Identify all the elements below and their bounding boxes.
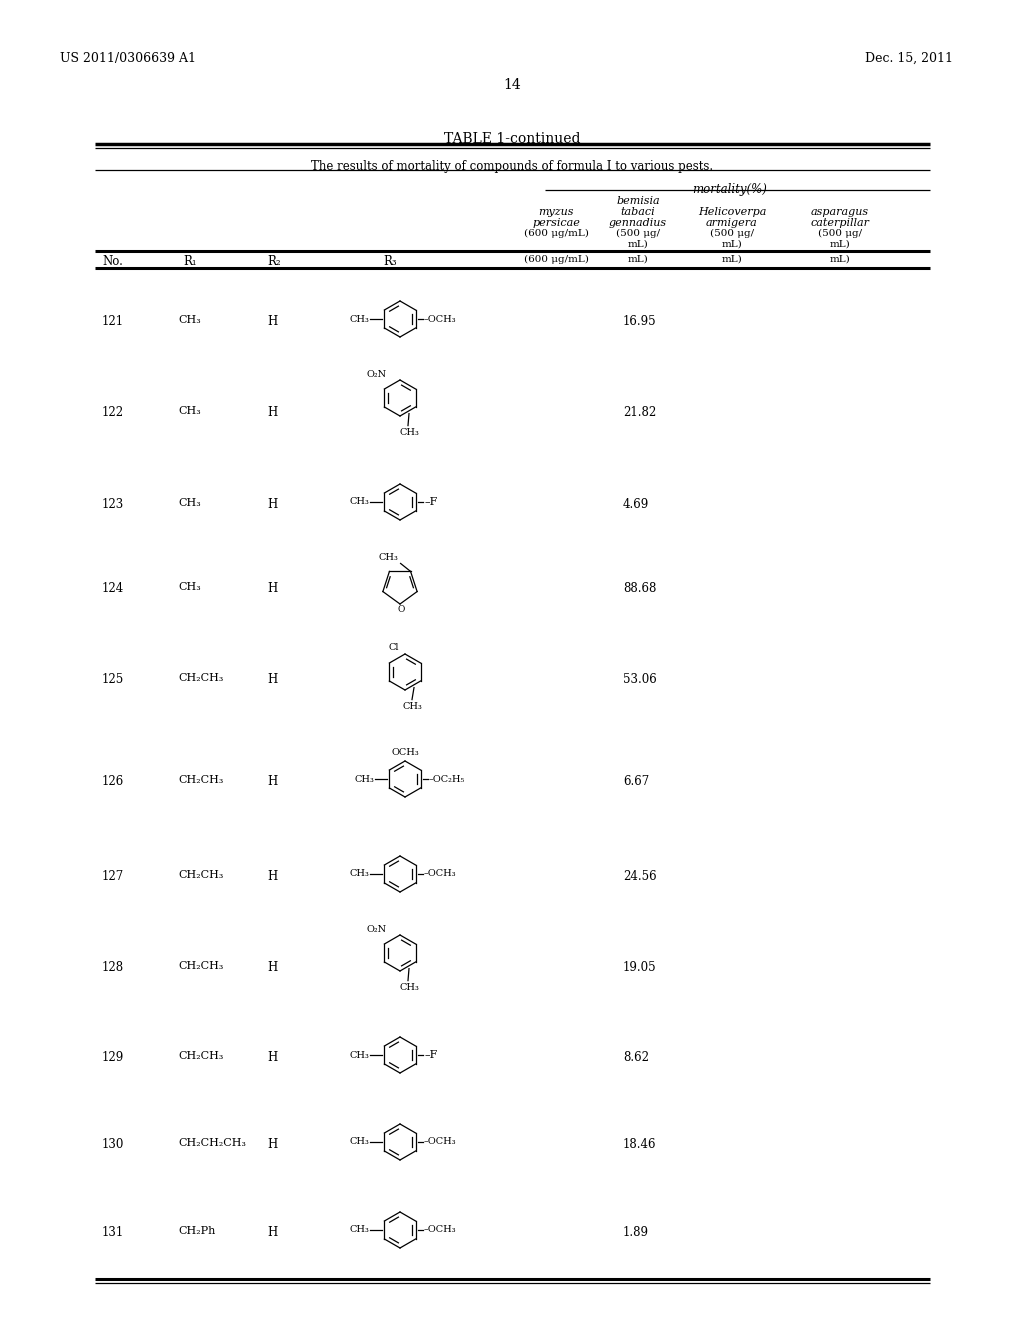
- Text: US 2011/0306639 A1: US 2011/0306639 A1: [60, 51, 196, 65]
- Text: gennadius: gennadius: [609, 218, 667, 228]
- Text: CH₃: CH₃: [178, 315, 201, 325]
- Text: (500 μg/: (500 μg/: [616, 228, 660, 238]
- Text: 131: 131: [102, 1226, 124, 1239]
- Text: O₂N: O₂N: [367, 925, 387, 935]
- Text: CH₂CH₃: CH₂CH₃: [178, 775, 223, 785]
- Text: CH₃: CH₃: [402, 702, 422, 710]
- Text: H: H: [267, 315, 278, 327]
- Text: CH₃: CH₃: [399, 982, 419, 991]
- Text: –OCH₃: –OCH₃: [424, 870, 457, 879]
- Text: –F: –F: [425, 1049, 438, 1060]
- Text: –OCH₃: –OCH₃: [424, 314, 457, 323]
- Text: CH₂CH₃: CH₂CH₃: [178, 1051, 223, 1061]
- Text: CH₃: CH₃: [349, 314, 369, 323]
- Text: H: H: [267, 1226, 278, 1239]
- Text: 126: 126: [102, 775, 124, 788]
- Text: 4.69: 4.69: [623, 498, 649, 511]
- Text: H: H: [267, 582, 278, 595]
- Text: CH₃: CH₃: [399, 428, 419, 437]
- Text: –OCH₃: –OCH₃: [424, 1138, 457, 1147]
- Text: CH₃: CH₃: [349, 498, 369, 507]
- Text: R₁: R₁: [183, 255, 197, 268]
- Text: H: H: [267, 775, 278, 788]
- Text: (600 μg/mL): (600 μg/mL): [523, 228, 589, 238]
- Text: 21.82: 21.82: [623, 407, 656, 418]
- Text: H: H: [267, 407, 278, 418]
- Text: 53.06: 53.06: [623, 673, 656, 686]
- Text: CH₃: CH₃: [349, 1051, 369, 1060]
- Text: 1.89: 1.89: [623, 1226, 649, 1239]
- Text: H: H: [267, 961, 278, 974]
- Text: CH₃: CH₃: [349, 870, 369, 879]
- Text: mL): mL): [722, 240, 742, 249]
- Text: –OC₂H₅: –OC₂H₅: [429, 775, 465, 784]
- Text: 18.46: 18.46: [623, 1138, 656, 1151]
- Text: mL): mL): [628, 240, 648, 249]
- Text: armigera: armigera: [707, 218, 758, 228]
- Text: persicae: persicae: [532, 218, 580, 228]
- Text: H: H: [267, 870, 278, 883]
- Text: (500 μg/: (500 μg/: [710, 228, 754, 238]
- Text: 6.67: 6.67: [623, 775, 649, 788]
- Text: 121: 121: [102, 315, 124, 327]
- Text: 128: 128: [102, 961, 124, 974]
- Text: asparagus: asparagus: [811, 207, 869, 216]
- Text: CH₂CH₃: CH₂CH₃: [178, 961, 223, 972]
- Text: Helicoverpa: Helicoverpa: [697, 207, 766, 216]
- Text: R₂: R₂: [267, 255, 281, 268]
- Text: The results of mortality of compounds of formula I to various pests.: The results of mortality of compounds of…: [311, 160, 713, 173]
- Text: (600 μg/mL): (600 μg/mL): [523, 255, 589, 264]
- Text: 8.62: 8.62: [623, 1051, 649, 1064]
- Text: Dec. 15, 2011: Dec. 15, 2011: [865, 51, 953, 65]
- Text: H: H: [267, 1138, 278, 1151]
- Text: Cl: Cl: [389, 643, 399, 652]
- Text: CH₃: CH₃: [354, 775, 374, 784]
- Text: H: H: [267, 1051, 278, 1064]
- Text: CH₃: CH₃: [349, 1138, 369, 1147]
- Text: 14: 14: [503, 78, 521, 92]
- Text: –F: –F: [425, 498, 438, 507]
- Text: OCH₃: OCH₃: [391, 748, 419, 756]
- Text: CH₂CH₃: CH₂CH₃: [178, 870, 223, 880]
- Text: mL): mL): [722, 255, 742, 264]
- Text: –OCH₃: –OCH₃: [424, 1225, 457, 1234]
- Text: CH₃: CH₃: [178, 582, 201, 591]
- Text: CH₂CH₂CH₃: CH₂CH₂CH₃: [178, 1138, 246, 1148]
- Text: 125: 125: [102, 673, 124, 686]
- Text: (500 μg/: (500 μg/: [818, 228, 862, 238]
- Text: TABLE 1-continued: TABLE 1-continued: [443, 132, 581, 147]
- Text: mortality(%): mortality(%): [692, 183, 767, 195]
- Text: 122: 122: [102, 407, 124, 418]
- Text: CH₃: CH₃: [178, 498, 201, 508]
- Text: 19.05: 19.05: [623, 961, 656, 974]
- Text: mL): mL): [829, 255, 850, 264]
- Text: O: O: [397, 605, 404, 614]
- Text: CH₃: CH₃: [379, 553, 398, 562]
- Text: mL): mL): [829, 240, 850, 249]
- Text: myzus: myzus: [539, 207, 573, 216]
- Text: caterpillar: caterpillar: [811, 218, 869, 228]
- Text: CH₂CH₃: CH₂CH₃: [178, 673, 223, 682]
- Text: mL): mL): [628, 255, 648, 264]
- Text: 129: 129: [102, 1051, 124, 1064]
- Text: CH₃: CH₃: [349, 1225, 369, 1234]
- Text: CH₂Ph: CH₂Ph: [178, 1226, 215, 1236]
- Text: O₂N: O₂N: [367, 371, 387, 379]
- Text: 16.95: 16.95: [623, 315, 656, 327]
- Text: 88.68: 88.68: [623, 582, 656, 595]
- Text: H: H: [267, 673, 278, 686]
- Text: R₃: R₃: [383, 255, 396, 268]
- Text: tabaci: tabaci: [621, 207, 655, 216]
- Text: No.: No.: [102, 255, 123, 268]
- Text: 124: 124: [102, 582, 124, 595]
- Text: CH₃: CH₃: [178, 407, 201, 416]
- Text: 24.56: 24.56: [623, 870, 656, 883]
- Text: 130: 130: [102, 1138, 124, 1151]
- Text: 123: 123: [102, 498, 124, 511]
- Text: H: H: [267, 498, 278, 511]
- Text: 127: 127: [102, 870, 124, 883]
- Text: bemisia: bemisia: [616, 195, 659, 206]
